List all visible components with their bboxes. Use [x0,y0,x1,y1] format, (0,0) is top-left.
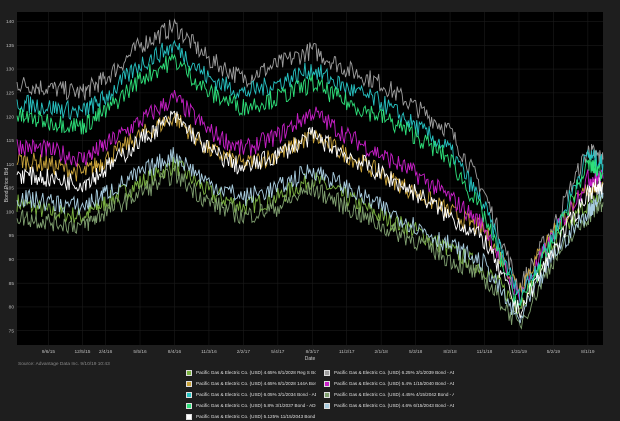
legend-item[interactable]: Pacific Gas & Electric Co. (USD) 5.8% 3/… [186,401,316,410]
x-tick-label: 9/6/15 [42,349,56,355]
source-note: Source: Advantage Data Inc. 9/10/19 10:4… [18,362,110,367]
x-tick-label: 11/3/16 [201,349,217,355]
legend-swatch [324,402,330,409]
legend-item[interactable]: Pacific Gas & Electric Co. (USD) 4.65% 8… [186,368,316,377]
y-tick-label: 125 [6,90,14,96]
x-tick-label: 8/3/17 [306,349,320,355]
y-axis-label: Bond Price: Bid [4,168,10,203]
y-tick-label: 115 [6,138,14,144]
y-tick-label: 85 [9,281,15,287]
series-line-6 [16,165,604,330]
legend-swatch [186,402,192,409]
legend-label: Pacific Gas & Electric Co. (USD) 4.65% 8… [196,381,316,386]
y-tick-label: 80 [9,305,15,311]
x-tick-label: 2/1/18 [374,349,388,355]
legend-label: Pacific Gas & Electric Co. (USD) 6.05% 3… [196,392,316,397]
x-tick-label: 1/31/19 [511,349,527,355]
legend-swatch [324,369,330,376]
series-line-7 [16,53,604,310]
x-tick-label: 5/5/16 [133,349,147,355]
y-axis: 75 80 85 90 95 100 105 110 115 120 125 130 135 140 [6,19,14,334]
legend-label: Pacific Gas & Electric Co. (USD) 6.25% 3… [334,370,454,375]
x-tick-label: 11/2/17 [339,349,355,355]
x-tick-label: 5/2/19 [547,349,561,355]
legend-swatch [324,380,330,387]
y-tick-label: 75 [9,328,15,334]
x-tick-label: 8/2/18 [443,349,457,355]
legend-label: Pacific Gas & Electric Co. (USD) 5.8% 3/… [196,403,316,408]
legend-label: Pacific Gas & Electric Co. (USD) 5.125% … [196,414,316,419]
legend-label: Pacific Gas & Electric Co. (USD) 4.65% 8… [196,370,316,375]
series-line-4 [16,89,604,304]
legend-label: Pacific Gas & Electric Co. (USD) 5.4% 1/… [334,381,454,386]
legend-swatch [324,391,330,398]
x-tick-label: 11/1/18 [477,349,493,355]
y-tick-label: 105 [6,186,14,192]
legend-swatch [186,369,192,376]
legend-item[interactable]: Pacific Gas & Electric Co. (USD) 6.05% 3… [186,390,316,399]
y-tick-label: 140 [6,19,14,25]
y-tick-label: 135 [6,43,14,49]
x-axis: 9/6/15 12/5/15 2/4/16 5/5/16 8/4/16 11/3/16 2/… [42,349,595,355]
x-tick-label: 8/1/19 [581,349,595,355]
legend-label: Pacific Gas & Electric Co. (USD) 4.6% 6/… [334,403,454,408]
y-tick-label: 90 [9,257,15,263]
y-tick-label: 110 [6,162,14,168]
legend-item[interactable]: Pacific Gas & Electric Co. (USD) 4.6% 6/… [324,401,454,410]
legend-swatch [186,380,192,387]
legend-swatch [186,413,192,420]
series-line-9 [16,110,604,319]
x-tick-label: 5/4/17 [271,349,285,355]
legend-item[interactable]: Pacific Gas & Electric Co. (USD) 5.125% … [186,412,316,421]
legend-item[interactable]: Pacific Gas & Electric Co. (USD) 4.45% 4… [324,390,454,399]
x-axis-label: Date [305,356,316,362]
legend: Pacific Gas & Electric Co. (USD) 4.65% 8… [186,368,486,421]
legend-swatch [186,391,192,398]
x-tick-label: 12/5/15 [74,349,90,355]
y-tick-label: 120 [6,114,14,120]
legend-item[interactable]: Pacific Gas & Electric Co. (USD) 6.25% 3… [324,368,454,377]
series-layer [16,18,604,330]
y-tick-label: 100 [6,209,14,215]
series-line-8 [16,147,604,324]
x-tick-label: 2/2/17 [237,349,251,355]
legend-item[interactable]: Pacific Gas & Electric Co. (USD) 4.65% 8… [186,379,316,388]
x-tick-label: 8/4/16 [168,349,182,355]
legend-label: Pacific Gas & Electric Co. (USD) 4.45% 4… [334,392,454,397]
x-tick-label: 2/4/16 [99,349,113,355]
y-tick-label: 95 [9,233,15,239]
legend-item[interactable]: Pacific Gas & Electric Co. (USD) 5.4% 1/… [324,379,454,388]
y-tick-label: 130 [6,67,14,73]
x-tick-label: 5/3/18 [409,349,423,355]
